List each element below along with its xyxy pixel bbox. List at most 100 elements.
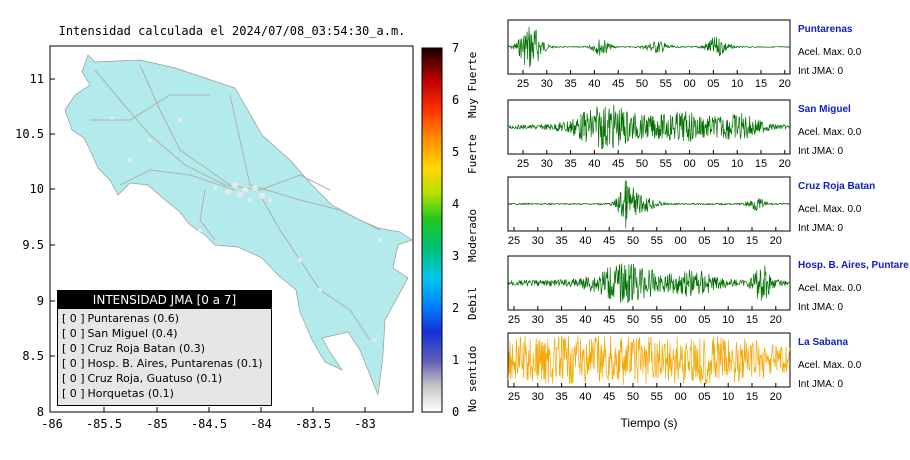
colorbar-tick: 6 — [452, 93, 459, 107]
seismogram-tick-label: 50 — [627, 391, 639, 403]
seismogram-tick-label: 20 — [770, 235, 782, 247]
station-name: Puntarenas — [798, 24, 853, 35]
seismogram-panel: 25 30 35 40 45 50 55 00 05 10 15 20 Cruz Roja Batan A… — [507, 176, 875, 247]
legend-item: [ 0 ] Horquetas (0.1) — [62, 386, 271, 401]
x-tick-labels: -86 -85.5 -85 -84.5 -84 -83.5 -83 — [41, 417, 376, 431]
seismogram-tick-label: 00 — [683, 158, 695, 170]
intensity-legend: INTENSIDAD JMA [0 a 7] [ 0 ] Puntarenas … — [57, 290, 272, 406]
station-jma: Int JMA: 0 — [798, 66, 843, 77]
legend-level: [ 0 ] — [62, 357, 85, 370]
seismogram-tick-label: 10 — [722, 391, 734, 403]
x-tick-label: -86 — [41, 417, 63, 431]
seismogram-tick-label: 25 — [508, 391, 520, 403]
station-name: Cruz Roja Batan — [798, 181, 875, 192]
seismogram-trace — [507, 180, 791, 229]
colorbar-label-no-sentido: No sentido — [466, 346, 479, 412]
y-tick-label: 10.5 — [15, 127, 44, 141]
seismogram-trace — [507, 335, 791, 386]
seismogram-tick-label: 10 — [722, 235, 734, 247]
colorbar-tick: 2 — [452, 301, 459, 315]
map-title: Intensidad calculada el 2024/07/08_03:54… — [59, 24, 406, 38]
seismogram-tick-label: 25 — [508, 235, 520, 247]
station-jma: Int JMA: 0 — [798, 302, 843, 313]
legend-item: [ 0 ] Puntarenas (0.6) — [62, 311, 271, 326]
seismogram-tick-label: 30 — [532, 391, 544, 403]
legend-level: [ 0 ] — [62, 327, 85, 340]
seismogram-tick-label: 15 — [755, 78, 767, 90]
legend-station: Horquetas (0.1) — [87, 387, 174, 400]
colorbar-label-muy-fuerte: Muy Fuerte — [466, 52, 479, 118]
station-dots — [110, 116, 382, 342]
legend-station: San Miguel (0.4) — [87, 327, 178, 340]
station-name: San Miguel — [798, 104, 851, 115]
seismogram-panel: 25 30 35 40 45 50 55 00 05 10 15 20 La Sabana Acel. M… — [507, 332, 862, 403]
colorbar-tick: 3 — [452, 249, 459, 263]
seismogram-tick-label: 05 — [698, 235, 710, 247]
legend-item: [ 0 ] Cruz Roja, Guatuso (0.1) — [62, 371, 271, 386]
seismogram-tick-label: 10 — [731, 78, 743, 90]
y-tick-label: 9 — [37, 294, 44, 308]
seismogram-tick-label: 15 — [746, 235, 758, 247]
colorbar-label-fuerte: Fuerte — [466, 134, 479, 174]
seismogram-panel: 25 30 35 40 45 50 55 00 05 10 15 20 Hosp. B. Aires, … — [507, 255, 909, 326]
road-network — [90, 64, 381, 341]
seismogram-trace — [507, 104, 791, 150]
seismogram-tick-label: 45 — [603, 314, 615, 326]
legend-level: [ 0 ] — [62, 387, 85, 400]
colorbar-tick: 0 — [452, 405, 459, 419]
seismogram-tick-label: 40 — [579, 314, 591, 326]
y-tick-label: 9.5 — [22, 238, 44, 252]
seismogram-tick-label: 05 — [707, 158, 719, 170]
seismogram-tick-label: 30 — [532, 314, 544, 326]
seismogram-tick-label: 30 — [541, 158, 553, 170]
legend-station: Cruz Roja Batan (0.3) — [87, 342, 206, 355]
y-tick-label: 11 — [30, 72, 44, 86]
seismogram-tick-label: 05 — [707, 78, 719, 90]
y-tick-label: 8.5 — [22, 349, 44, 363]
station-name: La Sabana — [798, 337, 848, 348]
seismogram-tick-label: 25 — [517, 158, 529, 170]
seismogram-tick-label: 00 — [683, 78, 695, 90]
seismogram-xlabel: Tiempo (s) — [621, 416, 678, 430]
legend-list: [ 0 ] Puntarenas (0.6) [ 0 ] San Miguel … — [58, 309, 271, 401]
legend-station: Cruz Roja, Guatuso (0.1) — [87, 372, 223, 385]
station-accel: Acel. Max. 0.0 — [798, 204, 862, 215]
seismogram-tick-label: 40 — [588, 158, 600, 170]
seismogram-tick-label: 05 — [698, 314, 710, 326]
station-jma: Int JMA: 0 — [798, 379, 843, 390]
seismogram-tick-label: 20 — [770, 314, 782, 326]
seismogram-tick-label: 15 — [746, 314, 758, 326]
seismogram-tick-label: 20 — [770, 391, 782, 403]
seismogram-tick-label: 35 — [564, 158, 576, 170]
seismogram-tick-label: 00 — [674, 314, 686, 326]
seismogram-trace — [507, 263, 791, 304]
seismogram-trace — [507, 26, 791, 68]
legend-level: [ 0 ] — [62, 312, 85, 325]
legend-level: [ 0 ] — [62, 342, 85, 355]
seismogram-tick-label: 50 — [627, 314, 639, 326]
seismogram-tick-label: 55 — [651, 314, 663, 326]
y-tick-labels: 11 10.5 10 9.5 9 8.5 8 — [15, 72, 44, 419]
seismogram-tick-label: 55 — [660, 78, 672, 90]
x-tick-label: -83.5 — [295, 417, 331, 431]
colorbar-tick: 1 — [452, 353, 459, 367]
station-jma: Int JMA: 0 — [798, 146, 843, 157]
colorbar — [421, 47, 443, 413]
seismogram-tick-label: 10 — [722, 314, 734, 326]
seismogram-tick-label: 20 — [779, 78, 791, 90]
seismogram-tick-label: 35 — [564, 78, 576, 90]
legend-item: [ 0 ] Cruz Roja Batan (0.3) — [62, 341, 271, 356]
x-tick-label: -83 — [354, 417, 376, 431]
legend-item: [ 0 ] San Miguel (0.4) — [62, 326, 271, 341]
seismogram-panel: 25 30 35 40 45 50 55 00 05 10 15 20 San Miguel Acel. … — [507, 99, 862, 170]
colorbar-tick: 7 — [452, 41, 459, 55]
legend-item: [ 0 ] Hosp. B. Aires, Puntarenas (0.1) — [62, 356, 271, 371]
station-accel: Acel. Max. 0.0 — [798, 360, 862, 371]
legend-header: INTENSIDAD JMA [0 a 7] — [58, 291, 271, 309]
seismogram-tick-label: 35 — [555, 314, 567, 326]
seismogram-tick-label: 50 — [627, 235, 639, 247]
y-tick-label: 8 — [37, 405, 44, 419]
seismogram-tick-label: 55 — [660, 158, 672, 170]
seismogram-tick-label: 10 — [731, 158, 743, 170]
seismogram-tick-label: 35 — [555, 391, 567, 403]
